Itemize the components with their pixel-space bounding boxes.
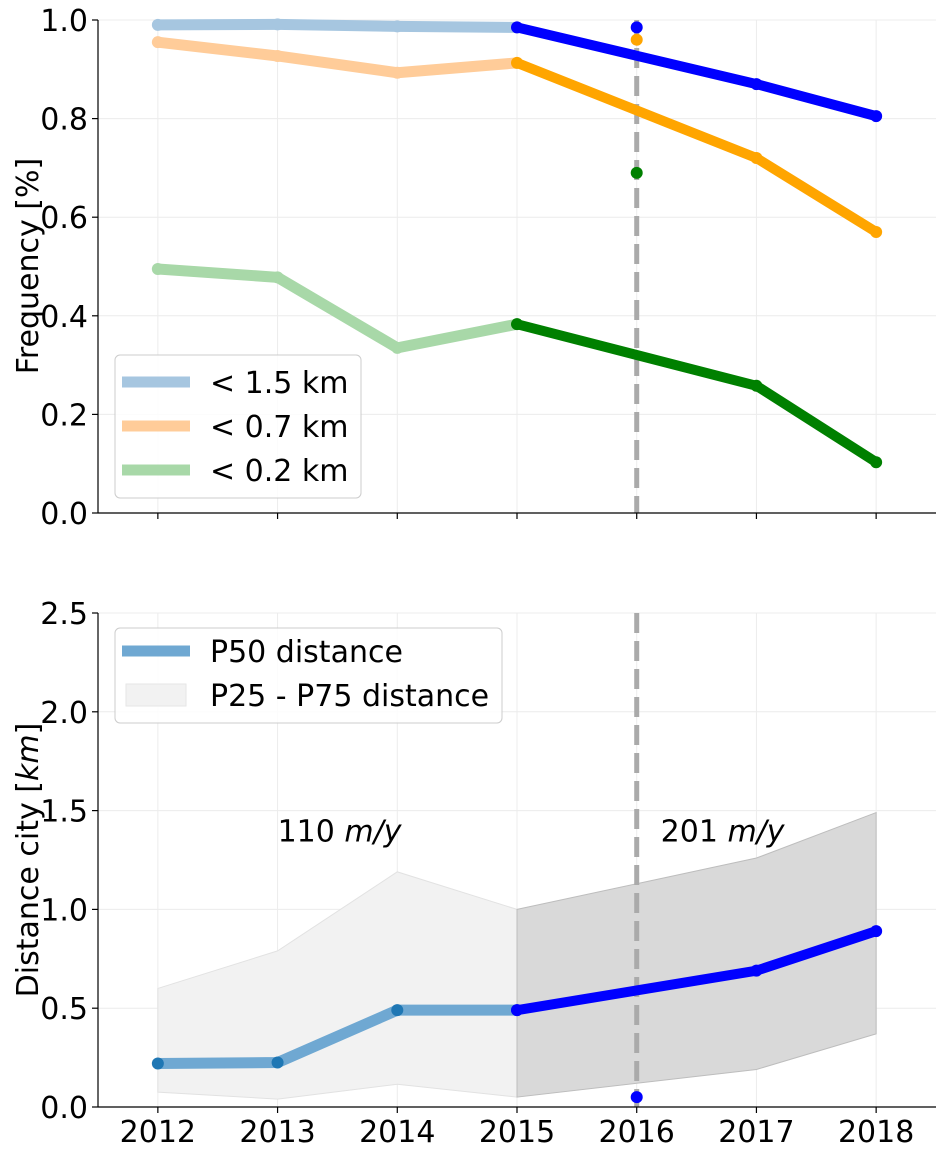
x-tick-label: 2013 bbox=[239, 1115, 315, 1149]
y-tick-label: 0.6 bbox=[40, 201, 88, 236]
series-line-bold bbox=[515, 22, 878, 121]
p50-line-faded bbox=[157, 1004, 517, 1070]
legend-label: < 0.2 km bbox=[210, 454, 349, 489]
series-point-faded bbox=[151, 262, 164, 275]
y-tick-label: 0.5 bbox=[40, 992, 88, 1027]
distance-rate-annotations: 110 m/y 201 m/y bbox=[278, 814, 786, 849]
y-tick-label: 1.5 bbox=[40, 795, 88, 830]
series-point-faded bbox=[151, 36, 164, 49]
x-tick-label: 2016 bbox=[599, 1115, 675, 1149]
legend-frame bbox=[114, 627, 503, 724]
frequency-panel: 0.0 0.2 0.4 0.6 0.8 1.0 Frequency [%] < 1.5 k… bbox=[11, 4, 936, 532]
legend-label: < 1.5 km bbox=[210, 366, 349, 401]
series-point-faded bbox=[271, 18, 284, 31]
x-tick-label: 2015 bbox=[479, 1115, 555, 1149]
series-point-faded bbox=[391, 341, 404, 354]
series-point-faded bbox=[271, 49, 284, 62]
legend-label-band: P25 - P75 distance bbox=[210, 679, 489, 714]
p50-point-faded bbox=[271, 1056, 284, 1069]
legend-swatch-band bbox=[125, 683, 187, 707]
distance-legend: P50 distance P25 - P75 distance bbox=[114, 627, 503, 724]
x-tick-label: 2017 bbox=[718, 1115, 794, 1149]
series-point-faded bbox=[391, 66, 404, 79]
p50-point-faded bbox=[391, 1004, 404, 1017]
x-tick-label: 2012 bbox=[120, 1115, 196, 1149]
frequency-series bbox=[151, 18, 883, 469]
series-point-bold bbox=[511, 21, 523, 34]
series-point-bold bbox=[750, 379, 763, 392]
series-point-bold bbox=[750, 78, 763, 91]
x-tick-label: 2014 bbox=[359, 1115, 435, 1149]
distance-panel: 0.00.51.01.52.02.5 2012 2013 2014 2015 2016 2… bbox=[11, 597, 936, 1149]
distance-p50-series bbox=[151, 925, 883, 1104]
p50-point-bold bbox=[750, 964, 763, 977]
series-point-2016 bbox=[630, 33, 643, 46]
p50-point-bold bbox=[511, 1004, 523, 1017]
y-tick-label: 0.0 bbox=[40, 497, 88, 532]
series-point-bold bbox=[870, 225, 883, 238]
frequency-y-ticks: 0.0 0.2 0.4 0.6 0.8 1.0 bbox=[40, 4, 98, 532]
p50-point-2016 bbox=[630, 1091, 643, 1104]
rate-annotation: 110 m/y bbox=[278, 814, 403, 849]
series-point-faded bbox=[151, 18, 164, 31]
y-tick-label: 0.2 bbox=[40, 398, 88, 433]
series-line-faded bbox=[157, 263, 519, 354]
y-tick-label: 0.8 bbox=[40, 103, 88, 138]
legend-label-p50: P50 distance bbox=[210, 635, 403, 670]
series-line-bold bbox=[515, 58, 879, 237]
series-line-faded bbox=[157, 18, 518, 33]
distance-x-ticks: 2012 2013 2014 2015 2016 2017 2018 bbox=[120, 1107, 914, 1149]
distance-p25-p75-band bbox=[157, 811, 877, 1100]
series-point-2016 bbox=[630, 166, 643, 179]
legend-frame bbox=[114, 354, 362, 499]
series-line-faded bbox=[157, 36, 518, 79]
series-point-faded bbox=[391, 20, 404, 33]
y-tick-label: 2.0 bbox=[40, 696, 88, 731]
y-tick-label: 0.0 bbox=[40, 1091, 88, 1126]
series-point-2016 bbox=[630, 21, 643, 34]
series-point-bold bbox=[750, 152, 763, 165]
distance-y-ticks: 0.0 0.5 1.0 1.5 2.0 2.5 bbox=[40, 597, 98, 1126]
y-tick-label: 2.5 bbox=[40, 597, 88, 632]
legend-label: < 0.7 km bbox=[210, 410, 349, 445]
x-tick-label: 2018 bbox=[838, 1115, 914, 1149]
y-tick-label: 1.0 bbox=[40, 893, 88, 928]
frequency-x-ticks bbox=[157, 513, 877, 519]
y-tick-label: 1.0 bbox=[40, 4, 88, 39]
p50-point-bold bbox=[870, 925, 883, 938]
frequency-grid bbox=[98, 19, 936, 514]
series-line-bold bbox=[515, 319, 879, 467]
series-point-faded bbox=[271, 271, 284, 284]
series-point-bold bbox=[511, 56, 523, 69]
frequency-legend: < 1.5 km < 0.7 km < 0.2 km bbox=[114, 354, 362, 499]
y-tick-label: 0.4 bbox=[40, 300, 88, 335]
p50-point-faded bbox=[151, 1057, 164, 1070]
distance-y-axis-label: Distance city [km] bbox=[11, 723, 46, 998]
series-point-bold bbox=[511, 318, 523, 331]
rate-annotation: 201 m/y bbox=[661, 814, 786, 849]
series-point-bold bbox=[870, 110, 883, 123]
series-point-bold bbox=[870, 456, 883, 469]
band-area-late bbox=[516, 811, 877, 1098]
frequency-y-axis-label: Frequency [%] bbox=[11, 158, 46, 374]
